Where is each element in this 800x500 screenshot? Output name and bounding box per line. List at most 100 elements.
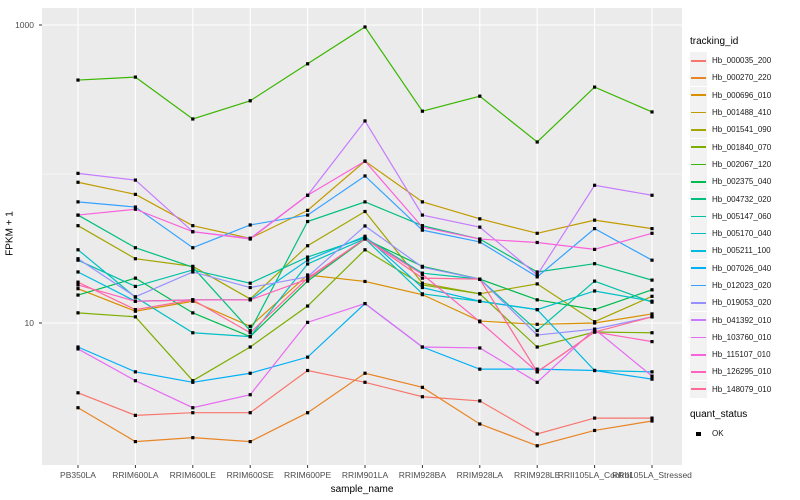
legend-label: Hb_004732_020 <box>712 194 772 204</box>
legend-entry-Hb_012023_020: Hb_012023_020 <box>690 277 798 294</box>
legend-entry-Hb_005211_100: Hb_005211_100 <box>690 242 798 260</box>
data-point <box>306 411 310 415</box>
legend-key-line-icon <box>690 190 707 208</box>
data-point <box>420 285 424 290</box>
legend-key-line-icon <box>690 104 707 122</box>
data-point <box>76 391 80 395</box>
data-point <box>76 200 80 204</box>
data-point <box>650 374 654 378</box>
legend-entry-ok: OK <box>690 426 798 442</box>
legend-title-tracking-id: tracking_id <box>690 36 739 47</box>
data-point <box>133 439 137 444</box>
data-point <box>191 311 195 315</box>
data-point <box>133 370 137 374</box>
legend-entry-Hb_000035_200: Hb_000035_200 <box>690 52 798 70</box>
x-tick-label-RRII105LA_Stressed: RRII105LA_Stressed <box>612 470 692 480</box>
data-point <box>306 368 310 373</box>
data-point <box>535 432 539 436</box>
data-point <box>363 119 367 123</box>
legend-label: Hb_115107_010 <box>712 350 771 360</box>
legend-label: Hb_007026_040 <box>712 263 772 273</box>
legend-label: Hb_000035_200 <box>712 56 772 66</box>
data-point <box>191 411 195 415</box>
data-point <box>133 207 137 211</box>
data-point <box>133 276 137 280</box>
data-point <box>478 277 482 281</box>
data-point <box>593 327 597 331</box>
y-axis-title: FPKM + 1 <box>4 211 16 256</box>
data-point <box>248 285 252 290</box>
data-point <box>363 209 367 214</box>
data-point <box>650 227 654 231</box>
data-point <box>76 257 80 261</box>
data-point <box>248 393 252 397</box>
data-point <box>420 283 424 287</box>
legend-key-line-icon <box>690 259 707 277</box>
data-point <box>478 399 482 403</box>
data-point <box>650 331 654 335</box>
legend-label: Hb_005147_060 <box>712 211 772 221</box>
data-point <box>133 75 137 79</box>
data-point <box>650 370 654 374</box>
data-point <box>420 265 424 269</box>
data-point <box>76 347 80 351</box>
legend-key-line-icon <box>690 86 707 104</box>
data-point <box>535 275 539 279</box>
data-point <box>133 178 137 182</box>
legend-key-line-icon <box>690 328 707 346</box>
data-point <box>478 237 482 241</box>
legend-label: Hb_041392_010 <box>712 315 772 325</box>
x-tick-label-RRIM928BA: RRIM928BA <box>398 470 447 480</box>
legend-key-line-icon <box>690 277 707 294</box>
legend-label: Hb_005170_040 <box>712 229 772 239</box>
data-point <box>248 331 252 335</box>
data-point <box>248 99 252 103</box>
data-point <box>478 217 482 221</box>
data-point <box>650 110 654 114</box>
data-point <box>593 183 597 187</box>
panel-background <box>42 8 682 465</box>
legend-label: OK <box>712 429 724 439</box>
legend-entry-Hb_126295_010: Hb_126295_010 <box>690 363 798 381</box>
legend-items: Hb_000035_200 Hb_000270_220 Hb_000696_010 H… <box>690 52 798 398</box>
data-point <box>650 340 654 344</box>
x-tick-label-RRII105LA_Control: RRII105LA_Control <box>557 470 632 480</box>
data-point <box>420 385 424 389</box>
data-point <box>535 240 539 245</box>
legend-entry-Hb_103760_010: Hb_103760_010 <box>690 328 798 346</box>
legend-entry-Hb_019053_020: Hb_019053_020 <box>690 294 798 312</box>
data-point <box>650 416 654 420</box>
legend-entry-Hb_000270_220: Hb_000270_220 <box>690 69 798 87</box>
data-point <box>650 258 654 262</box>
y-tick-label: 1000 <box>15 20 34 30</box>
data-point <box>306 62 310 66</box>
data-point <box>76 311 80 315</box>
data-point <box>420 345 424 349</box>
data-point <box>363 248 367 252</box>
data-point <box>478 292 482 296</box>
data-point <box>191 380 195 384</box>
data-point <box>478 240 482 244</box>
legend-entry-Hb_115107_010: Hb_115107_010 <box>690 346 798 364</box>
legend-key-line-icon <box>690 173 707 191</box>
data-point <box>76 180 80 184</box>
legend-key-line-icon <box>690 311 707 329</box>
data-point <box>535 298 539 302</box>
data-point <box>650 278 654 282</box>
data-point <box>535 370 539 374</box>
data-point <box>306 273 310 277</box>
data-point <box>478 320 482 324</box>
legend-key-line-icon <box>690 294 707 312</box>
x-tick-label-RRIM600LE: RRIM600LE <box>169 470 216 480</box>
data-point <box>593 320 597 324</box>
legend-key-line-icon <box>690 52 707 70</box>
data-point <box>248 298 252 302</box>
data-point <box>133 308 137 312</box>
data-point <box>535 322 539 326</box>
data-point <box>650 419 654 423</box>
data-point <box>133 284 137 289</box>
data-point <box>420 281 424 285</box>
data-point <box>478 367 482 371</box>
data-point <box>76 406 80 410</box>
